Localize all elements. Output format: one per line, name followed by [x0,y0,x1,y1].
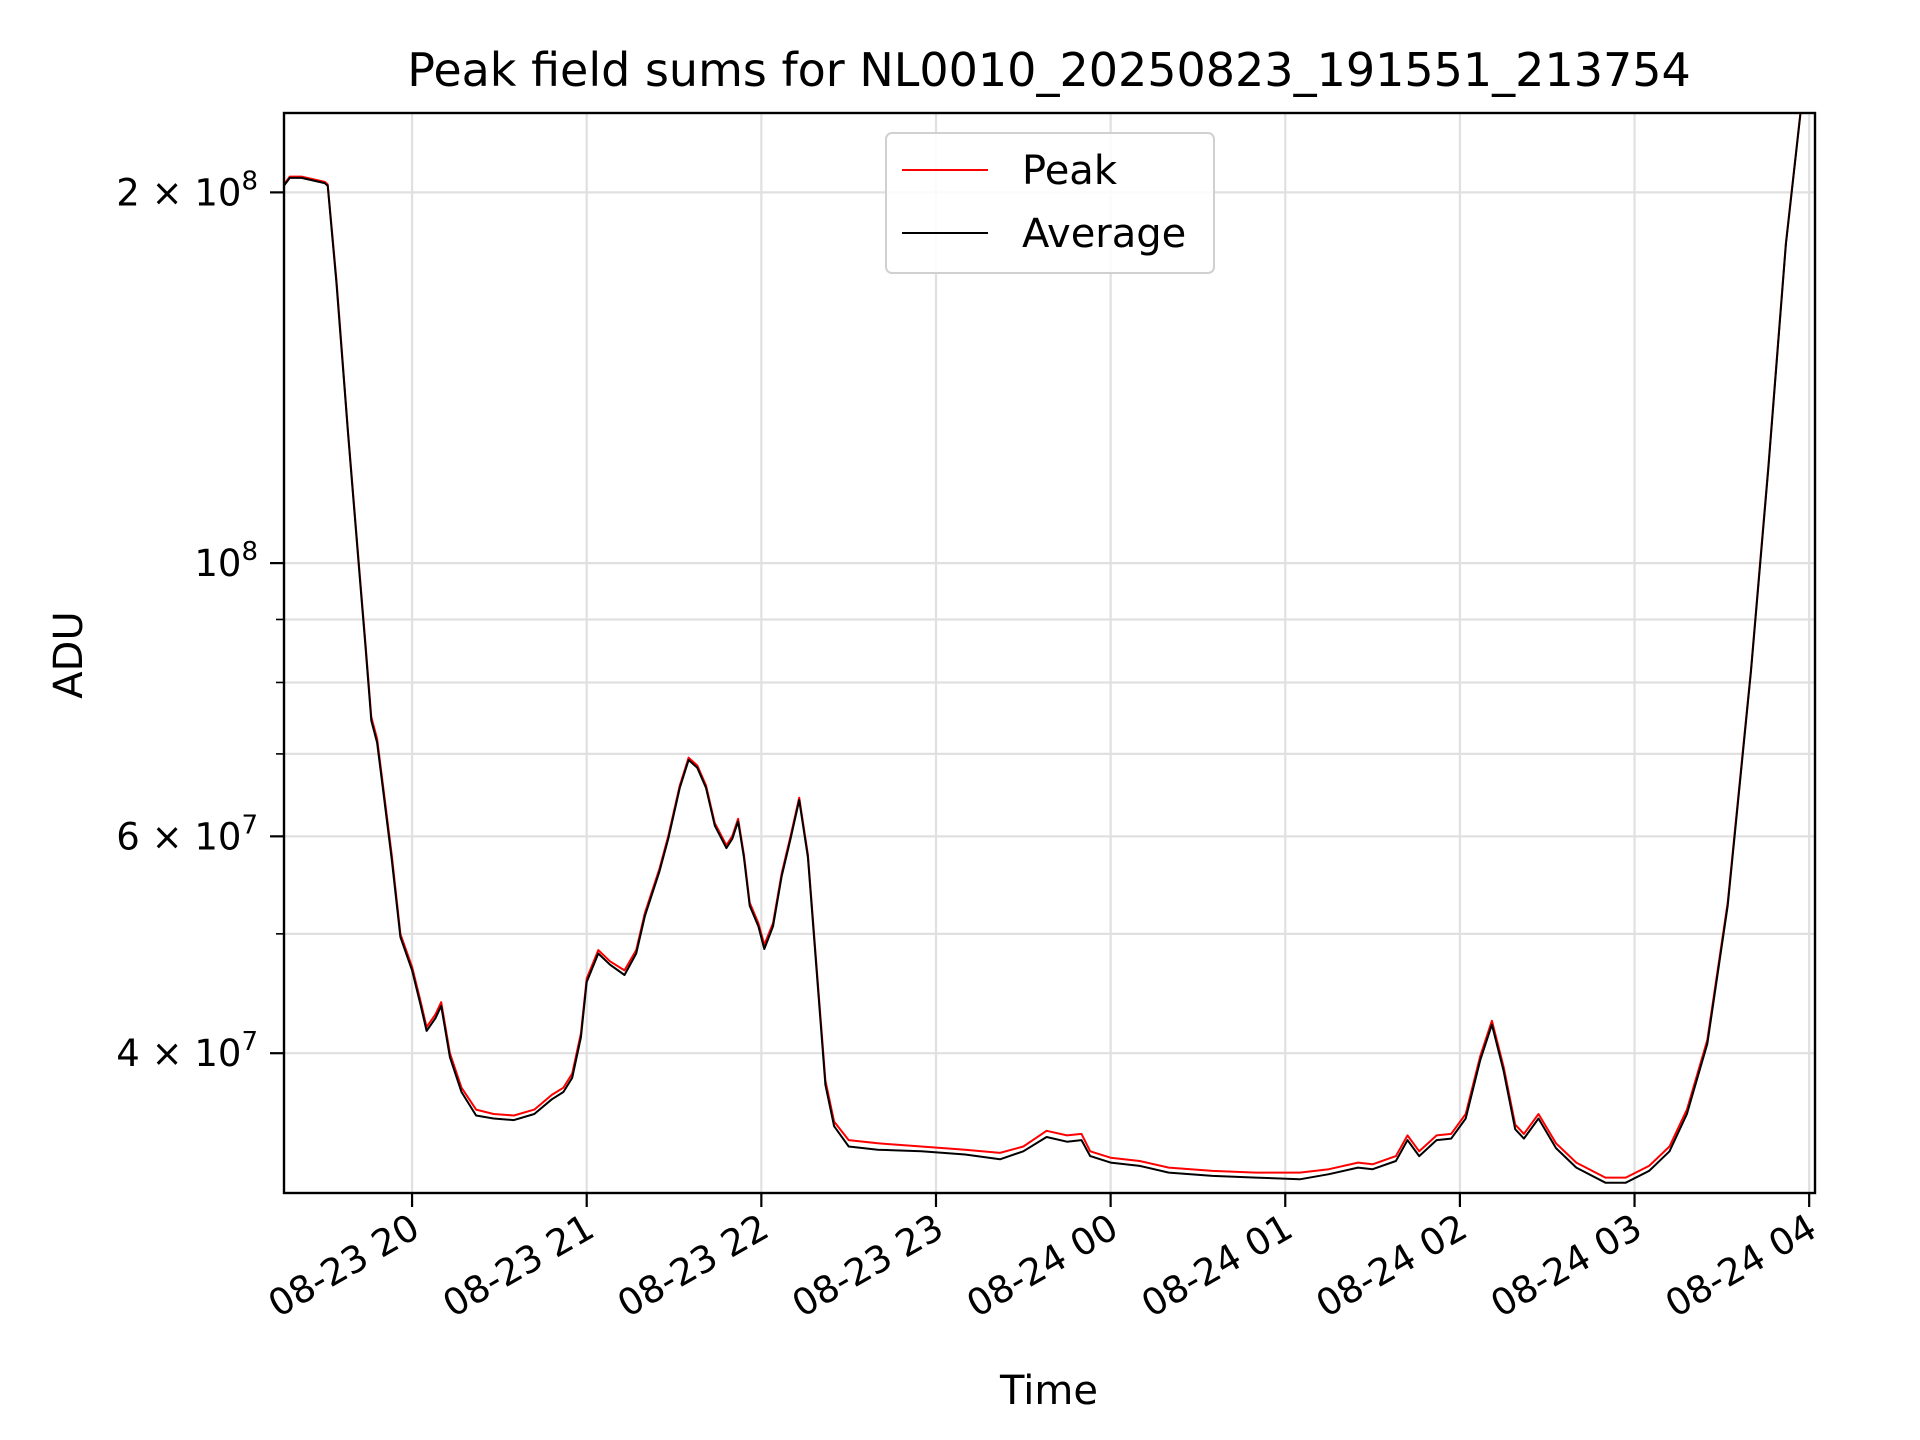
legend: Peak Average [885,132,1215,274]
y-tick-label: 108 [194,537,258,585]
legend-label-average: Average [1022,211,1186,257]
legend-label-peak: Peak [1022,148,1118,194]
y-tick-label: 6 × 107 [116,810,258,858]
grid-lines [284,113,1815,1193]
chart-title: Peak field sums for NL0010_20250823_1915… [407,43,1691,97]
series-layer [284,113,1802,1184]
y-axis-label: ADU [46,611,92,698]
y-tick-label: 2 × 108 [116,166,258,214]
x-axis-label: Time [999,1368,1098,1414]
plot-frame [282,111,1817,1195]
legend-box [885,132,1215,274]
series-line-average [284,114,1802,1184]
y-tick-label: 4 × 107 [116,1027,258,1075]
